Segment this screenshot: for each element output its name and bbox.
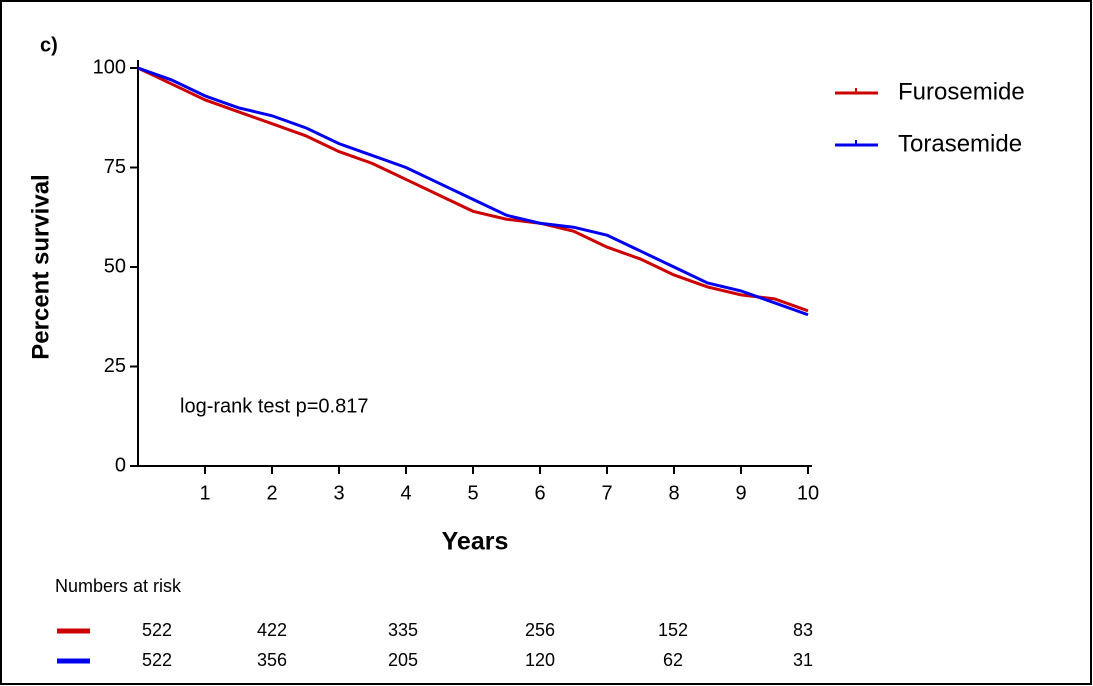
risk-number: 356 <box>257 650 287 670</box>
x-axis-label: Years <box>442 528 509 556</box>
y-tick-label: 25 <box>104 355 126 377</box>
x-tick-label: 9 <box>735 482 746 504</box>
y-tick-label: 100 <box>93 56 126 78</box>
y-tick-label: 75 <box>104 156 126 178</box>
survival-line <box>137 66 809 313</box>
x-tick-label: 5 <box>467 482 478 504</box>
panel-label: c) <box>40 34 58 56</box>
risk-number: 120 <box>525 650 555 670</box>
risk-table-title: Numbers at risk <box>55 576 182 596</box>
risk-number: 522 <box>142 650 172 670</box>
risk-number: 422 <box>257 620 287 640</box>
legend-label: Furosemide <box>898 78 1025 105</box>
annotation: log-rank test p=0.817 <box>180 395 368 417</box>
x-tick-label: 2 <box>266 482 277 504</box>
survival-line <box>137 66 809 317</box>
x-tick-label: 7 <box>601 482 612 504</box>
risk-number: 83 <box>793 620 813 640</box>
risk-number: 522 <box>142 620 172 640</box>
x-tick-label: 6 <box>534 482 545 504</box>
risk-number: 256 <box>525 620 555 640</box>
y-tick-label: 50 <box>104 255 126 277</box>
risk-number: 152 <box>658 620 688 640</box>
risk-number: 31 <box>793 650 813 670</box>
x-tick-label: 3 <box>333 482 344 504</box>
risk-number: 62 <box>663 650 683 670</box>
x-tick-label: 10 <box>797 482 819 504</box>
y-tick-label: 0 <box>115 454 126 476</box>
x-tick-label: 8 <box>668 482 679 504</box>
y-axis-label: Percent survival <box>27 174 54 359</box>
risk-number: 205 <box>388 650 418 670</box>
x-tick-label: 4 <box>400 482 411 504</box>
x-tick-label: 1 <box>199 482 210 504</box>
legend-label: Torasemide <box>898 130 1022 157</box>
risk-number: 335 <box>388 620 418 640</box>
